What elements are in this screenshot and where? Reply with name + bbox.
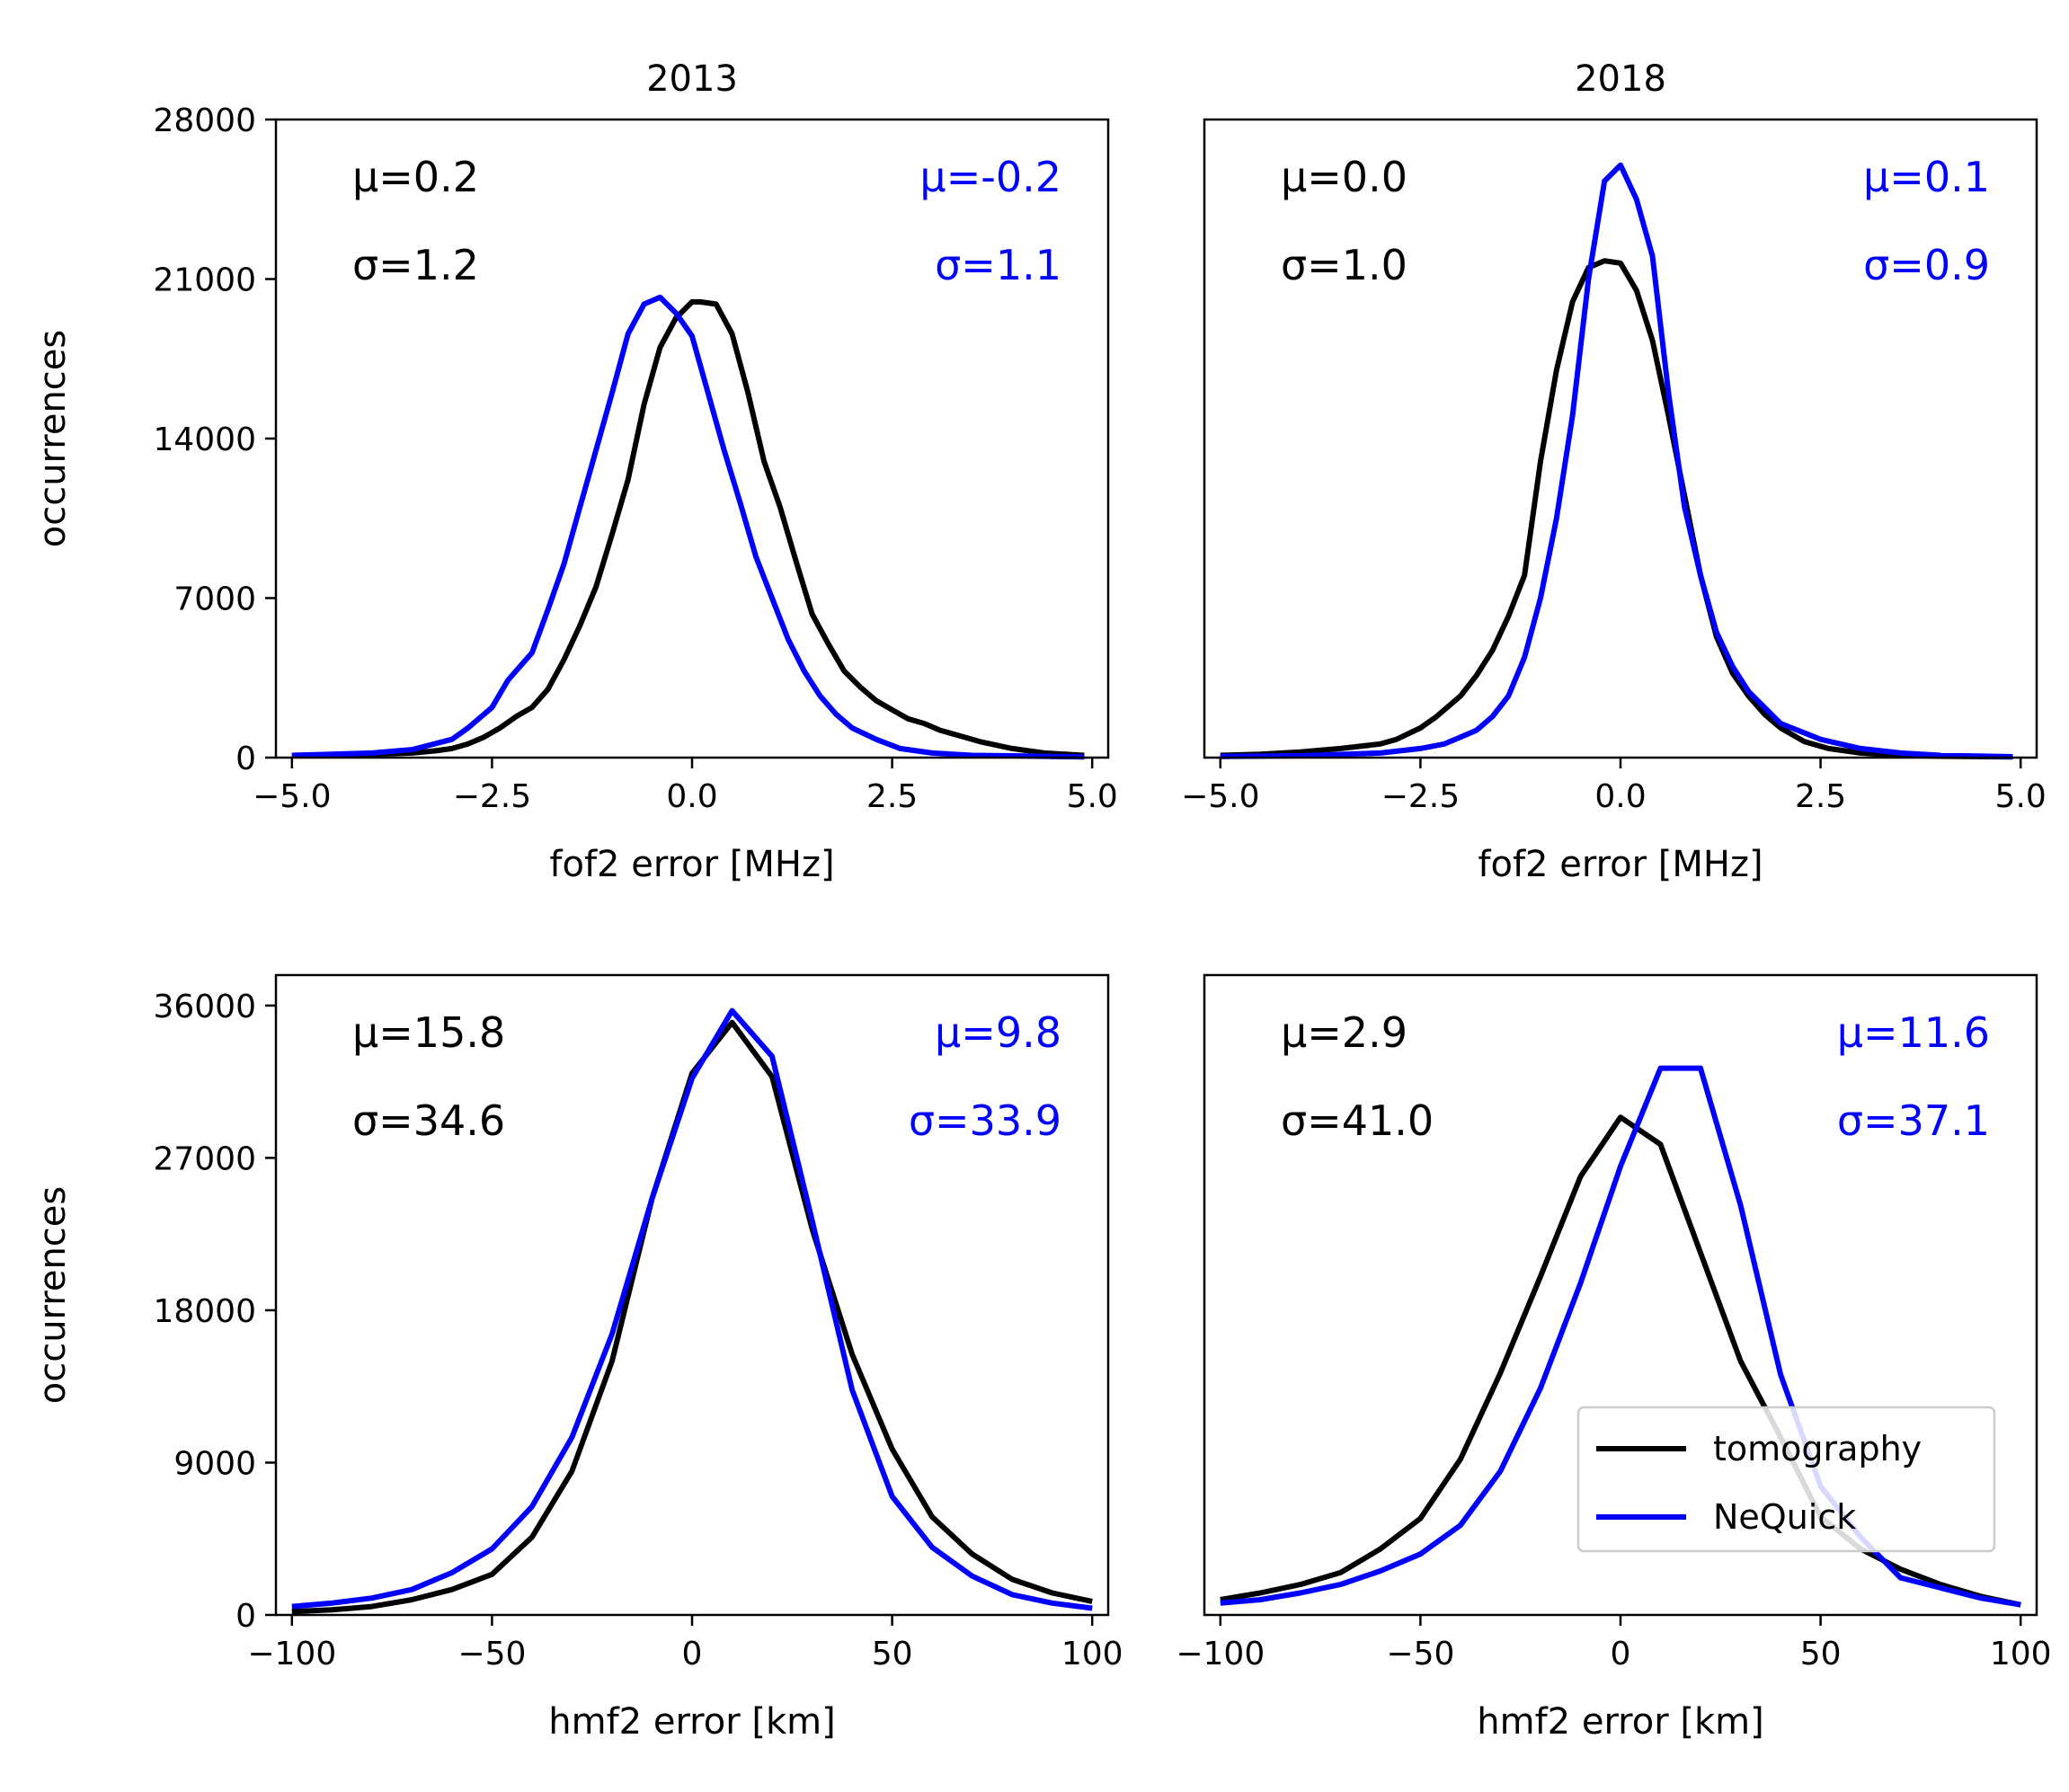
stat-tomography-sigma: σ=41.0 [1281, 1096, 1434, 1145]
y-tick-label: 0 [235, 1598, 256, 1635]
stat-tomography-sigma: σ=34.6 [352, 1096, 505, 1145]
x-tick-label: 2.5 [866, 778, 918, 815]
legend-label-tomography: tomography [1713, 1429, 1922, 1468]
series-line-nequick [291, 1007, 1093, 1611]
legend-label-nequick: NeQuick [1713, 1497, 1856, 1537]
stat-tomography-mean: μ=2.9 [1281, 1008, 1407, 1057]
x-tick-label: 5.0 [1995, 778, 2047, 815]
y-axis-label: occurrences [32, 1186, 74, 1405]
y-tick-label: 27000 [153, 1140, 256, 1177]
legend: tomography NeQuick [1576, 1406, 1996, 1553]
panel-title: 2013 [646, 58, 738, 100]
series-line-nequick [1220, 162, 2013, 759]
x-tick-label: −5.0 [253, 778, 331, 815]
x-axis-label: hmf2 error [km] [1477, 1701, 1763, 1743]
y-axis-label: occurrences [32, 330, 74, 548]
x-tick-label: 100 [1990, 1636, 2052, 1672]
x-axis-label: hmf2 error [km] [548, 1701, 835, 1743]
x-tick-label: 5.0 [1067, 778, 1118, 815]
series-line-tomography [1220, 258, 2013, 760]
stat-nequick-sigma: σ=37.1 [1837, 1096, 1990, 1145]
x-tick-label: −100 [1176, 1636, 1265, 1672]
y-tick-label: 36000 [153, 989, 256, 1025]
y-tick-label: 21000 [153, 262, 256, 299]
stat-nequick-sigma: σ=0.9 [1863, 241, 1990, 289]
x-tick-label: 0 [682, 1636, 703, 1672]
panel-title: 2018 [1575, 58, 1666, 100]
y-tick-label: 0 [235, 741, 256, 777]
y-tick-label: 14000 [153, 421, 256, 458]
stat-nequick-mean: μ=9.8 [935, 1008, 1061, 1057]
x-tick-label: −50 [1386, 1636, 1454, 1672]
stat-nequick-mean: μ=-0.2 [919, 153, 1061, 201]
stat-nequick-sigma: σ=33.9 [909, 1096, 1061, 1145]
series-line-nequick [291, 294, 1085, 760]
panel-2018-fof2: 2018 −5.0 −2.5 0.0 2.5 5.0 fof2 error [MHz] μ=0… [1181, 58, 2047, 885]
y-tick-label: 18000 [153, 1293, 256, 1330]
x-tick-label: −100 [247, 1636, 336, 1672]
x-tick-label: 0.0 [1594, 778, 1646, 815]
stat-nequick-mean: μ=0.1 [1863, 153, 1990, 201]
x-tick-label: 100 [1061, 1636, 1123, 1672]
x-tick-label: −50 [457, 1636, 526, 1672]
x-tick-label: 50 [872, 1636, 913, 1672]
stat-nequick-sigma: σ=1.1 [935, 241, 1061, 289]
x-tick-label: −5.0 [1181, 778, 1259, 815]
x-tick-label: −2.5 [453, 778, 531, 815]
x-tick-label: 50 [1800, 1636, 1842, 1672]
y-tick-label: 9000 [173, 1445, 256, 1482]
stat-tomography-mean: μ=15.8 [352, 1008, 505, 1057]
series-line-nequick [1220, 1065, 2021, 1608]
panel-2013-fof2: 2013 −5.0 −2.5 0.0 2.5 5.0 0 7000 14000 21000 2800… [32, 58, 1118, 885]
stat-tomography-mean: μ=0.0 [1281, 153, 1407, 201]
stat-tomography-mean: μ=0.2 [352, 153, 479, 201]
y-tick-label: 28000 [153, 102, 256, 139]
panel-2018-hmf2: −100 −50 0 50 100 hmf2 error [km] μ=2.9 σ=41.0 μ… [1176, 973, 2052, 1743]
panels: 2013 −5.0 −2.5 0.0 2.5 5.0 0 7000 14000 21000 2800… [32, 58, 2052, 1743]
series-line-tomography [291, 298, 1085, 758]
stat-tomography-sigma: σ=1.0 [1281, 241, 1407, 289]
x-tick-label: 2.5 [1795, 778, 1846, 815]
y-tick-label: 7000 [173, 581, 256, 618]
x-axis-label: fof2 error [MHz] [1478, 844, 1763, 885]
x-axis-label: fof2 error [MHz] [549, 844, 834, 885]
stat-tomography-sigma: σ=1.2 [352, 241, 479, 289]
stat-nequick-mean: μ=11.6 [1837, 1008, 1990, 1057]
x-tick-label: 0.0 [666, 778, 717, 815]
x-tick-label: −2.5 [1381, 778, 1460, 815]
panel-2013-hmf2: −100 −50 0 50 100 0 9000 18000 27000 36000 hmf2 er… [32, 973, 1123, 1743]
x-tick-label: 0 [1611, 1636, 1631, 1672]
